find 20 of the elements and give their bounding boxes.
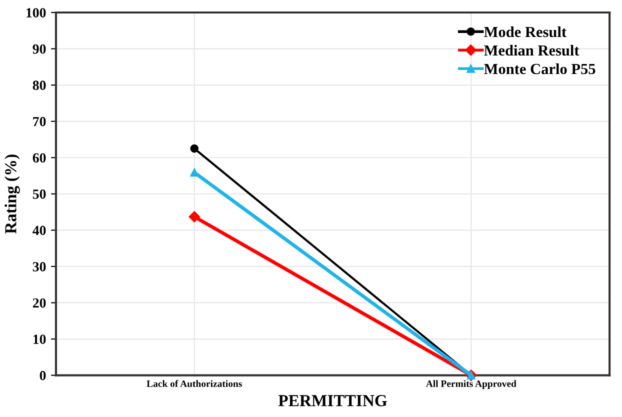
y-tick-label: 80 <box>32 80 46 90</box>
y-axis-title: Rating (%) <box>4 154 20 234</box>
x-axis-title: PERMITTING <box>278 395 387 406</box>
y-tick-label: 90 <box>32 44 46 54</box>
y-tick-label: 50 <box>32 189 46 199</box>
y-tick-label: 20 <box>32 298 46 308</box>
legend-label: Median Result <box>484 44 580 56</box>
y-tick-label: 40 <box>32 226 46 236</box>
y-tick-label: 30 <box>32 262 46 272</box>
y-tick-label: 0 <box>40 370 46 380</box>
x-tick-label: All Permits Approved <box>426 380 516 389</box>
y-tick-label: 70 <box>33 116 46 126</box>
point <box>188 211 200 222</box>
x-tick-label: Lack of Authorizations <box>146 380 242 388</box>
y-tick-label: 60 <box>32 153 46 163</box>
y-tick-label: 10 <box>33 334 46 344</box>
point <box>190 144 199 153</box>
y-tick-label: 100 <box>26 8 46 18</box>
legend-label: Monte Carlo P55 <box>484 63 596 74</box>
legend-label: Mode Result <box>484 26 566 38</box>
